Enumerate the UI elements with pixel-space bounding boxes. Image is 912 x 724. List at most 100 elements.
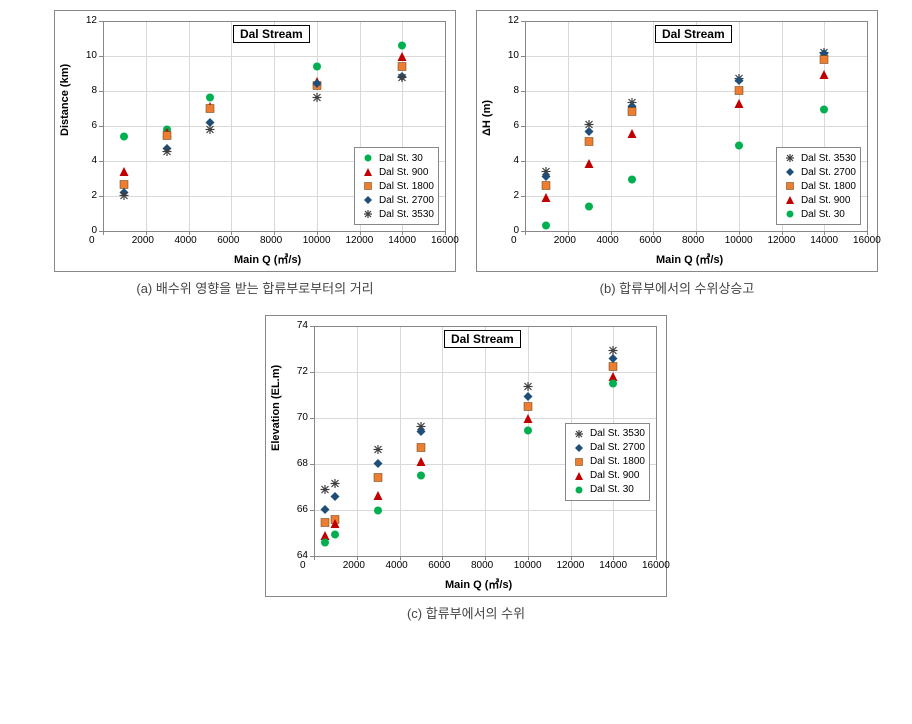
data-point xyxy=(820,66,829,84)
chart-title: Dal Stream xyxy=(444,330,521,348)
y-tick-label: 12 xyxy=(508,15,519,26)
x-tick-label: 16000 xyxy=(431,235,459,246)
x-axis-label: Main Q (㎥/s) xyxy=(445,576,512,592)
caption-c: (c) 합류부에서의 수위 xyxy=(407,603,525,622)
data-point xyxy=(416,467,425,485)
data-point xyxy=(120,128,129,146)
data-point xyxy=(374,502,383,520)
x-tick-label: 14000 xyxy=(599,560,627,571)
x-tick-label: 14000 xyxy=(810,235,838,246)
chart-b: 0246810120200040006000800010000120001400… xyxy=(476,10,878,272)
gridline xyxy=(314,326,315,556)
data-point xyxy=(312,89,321,107)
legend-label: Dal St. 1800 xyxy=(379,181,434,192)
data-point xyxy=(627,171,636,189)
x-tick-label: 0 xyxy=(511,235,517,246)
x-tick-label: 8000 xyxy=(260,235,282,246)
chart-title: Dal Stream xyxy=(655,25,732,43)
legend-item: Dal St. 2700 xyxy=(570,441,645,455)
data-point xyxy=(398,69,407,87)
legend-item: Dal St. 30 xyxy=(359,151,434,165)
diamond-icon xyxy=(359,196,377,204)
legend-label: Dal St. 30 xyxy=(379,153,423,164)
gridline xyxy=(445,21,446,231)
legend-label: Dal St. 30 xyxy=(590,484,634,495)
y-tick-label: 8 xyxy=(91,85,97,96)
x-tick-label: 8000 xyxy=(471,560,493,571)
gridline xyxy=(611,21,612,231)
legend-item: Dal St. 1800 xyxy=(570,455,645,469)
data-point xyxy=(374,469,383,487)
data-point xyxy=(331,526,340,544)
x-tick-label: 4000 xyxy=(597,235,619,246)
square-icon xyxy=(570,458,588,466)
y-tick-label: 72 xyxy=(297,366,308,377)
panel-b: 0246810120200040006000800010000120001400… xyxy=(476,10,878,297)
circle-icon xyxy=(781,210,799,218)
legend-label: Dal St. 30 xyxy=(801,209,845,220)
legend-item: Dal St. 2700 xyxy=(781,165,856,179)
legend-item: Dal St. 900 xyxy=(359,165,434,179)
data-point xyxy=(542,217,551,235)
data-point xyxy=(163,143,172,161)
y-tick-label: 4 xyxy=(91,155,97,166)
gridline xyxy=(400,326,401,556)
legend-label: Dal St. 3530 xyxy=(590,428,645,439)
star-icon xyxy=(570,430,588,438)
data-point xyxy=(320,534,329,552)
gridline xyxy=(653,21,654,231)
gridline xyxy=(357,326,358,556)
chart-title: Dal Stream xyxy=(233,25,310,43)
data-point xyxy=(609,375,618,393)
square-icon xyxy=(359,182,377,190)
triangle-icon xyxy=(570,472,588,480)
legend-item: Dal St. 900 xyxy=(570,469,645,483)
x-tick-label: 0 xyxy=(300,560,306,571)
y-tick-label: 10 xyxy=(508,50,519,61)
legend: Dal St. 3530Dal St. 2700Dal St. 1800Dal … xyxy=(565,423,650,501)
x-tick-label: 10000 xyxy=(303,235,331,246)
gridline xyxy=(103,21,104,231)
triangle-icon xyxy=(781,196,799,204)
legend-label: Dal St. 2700 xyxy=(379,195,434,206)
x-tick-label: 16000 xyxy=(642,560,670,571)
triangle-icon xyxy=(359,168,377,176)
data-point xyxy=(734,137,743,155)
caption-b: (b) 합류부에서의 수위상승고 xyxy=(600,278,755,297)
x-tick-label: 8000 xyxy=(682,235,704,246)
gridline xyxy=(867,21,868,231)
x-axis-label: Main Q (㎥/s) xyxy=(234,251,301,267)
legend-label: Dal St. 2700 xyxy=(801,167,856,178)
gridline xyxy=(317,21,318,231)
y-tick-label: 68 xyxy=(297,458,308,469)
legend-label: Dal St. 1800 xyxy=(801,181,856,192)
figure-container: 0 2 4 68 10 12 0 2000 4000 6000 8000 10000 12000 1400… xyxy=(10,10,912,622)
legend: Dal St. 3530Dal St. 2700Dal St. 1800Dal … xyxy=(776,147,861,225)
y-tick-label: 2 xyxy=(91,190,97,201)
gridline xyxy=(696,21,697,231)
y-tick-label: 2 xyxy=(513,190,519,201)
y-tick-label: 66 xyxy=(297,504,308,515)
x-tick-label: 10000 xyxy=(725,235,753,246)
x-tick-label: 6000 xyxy=(428,560,450,571)
gridline xyxy=(485,326,486,556)
diamond-icon xyxy=(781,168,799,176)
x-tick-label: 10000 xyxy=(514,560,542,571)
caption-a: (a) 배수위 영향을 받는 합류부로부터의 거리 xyxy=(136,278,373,297)
legend-item: Dal St. 3530 xyxy=(359,207,434,221)
legend-item: Dal St. 900 xyxy=(781,193,856,207)
x-tick-label: 6000 xyxy=(217,235,239,246)
legend-item: Dal St. 1800 xyxy=(359,179,434,193)
x-tick-label: 2000 xyxy=(132,235,154,246)
data-point xyxy=(205,121,214,139)
panel-c: 6466687072740200040006000800010000120001… xyxy=(265,315,667,622)
legend-item: Dal St. 2700 xyxy=(359,193,434,207)
legend-item: Dal St. 30 xyxy=(781,207,856,221)
x-tick-label: 12000 xyxy=(557,560,585,571)
x-tick-label: 12000 xyxy=(768,235,796,246)
data-point xyxy=(585,155,594,173)
legend-label: Dal St. 2700 xyxy=(590,442,645,453)
data-point xyxy=(120,187,129,205)
legend-item: Dal St. 1800 xyxy=(781,179,856,193)
data-point xyxy=(627,103,636,121)
